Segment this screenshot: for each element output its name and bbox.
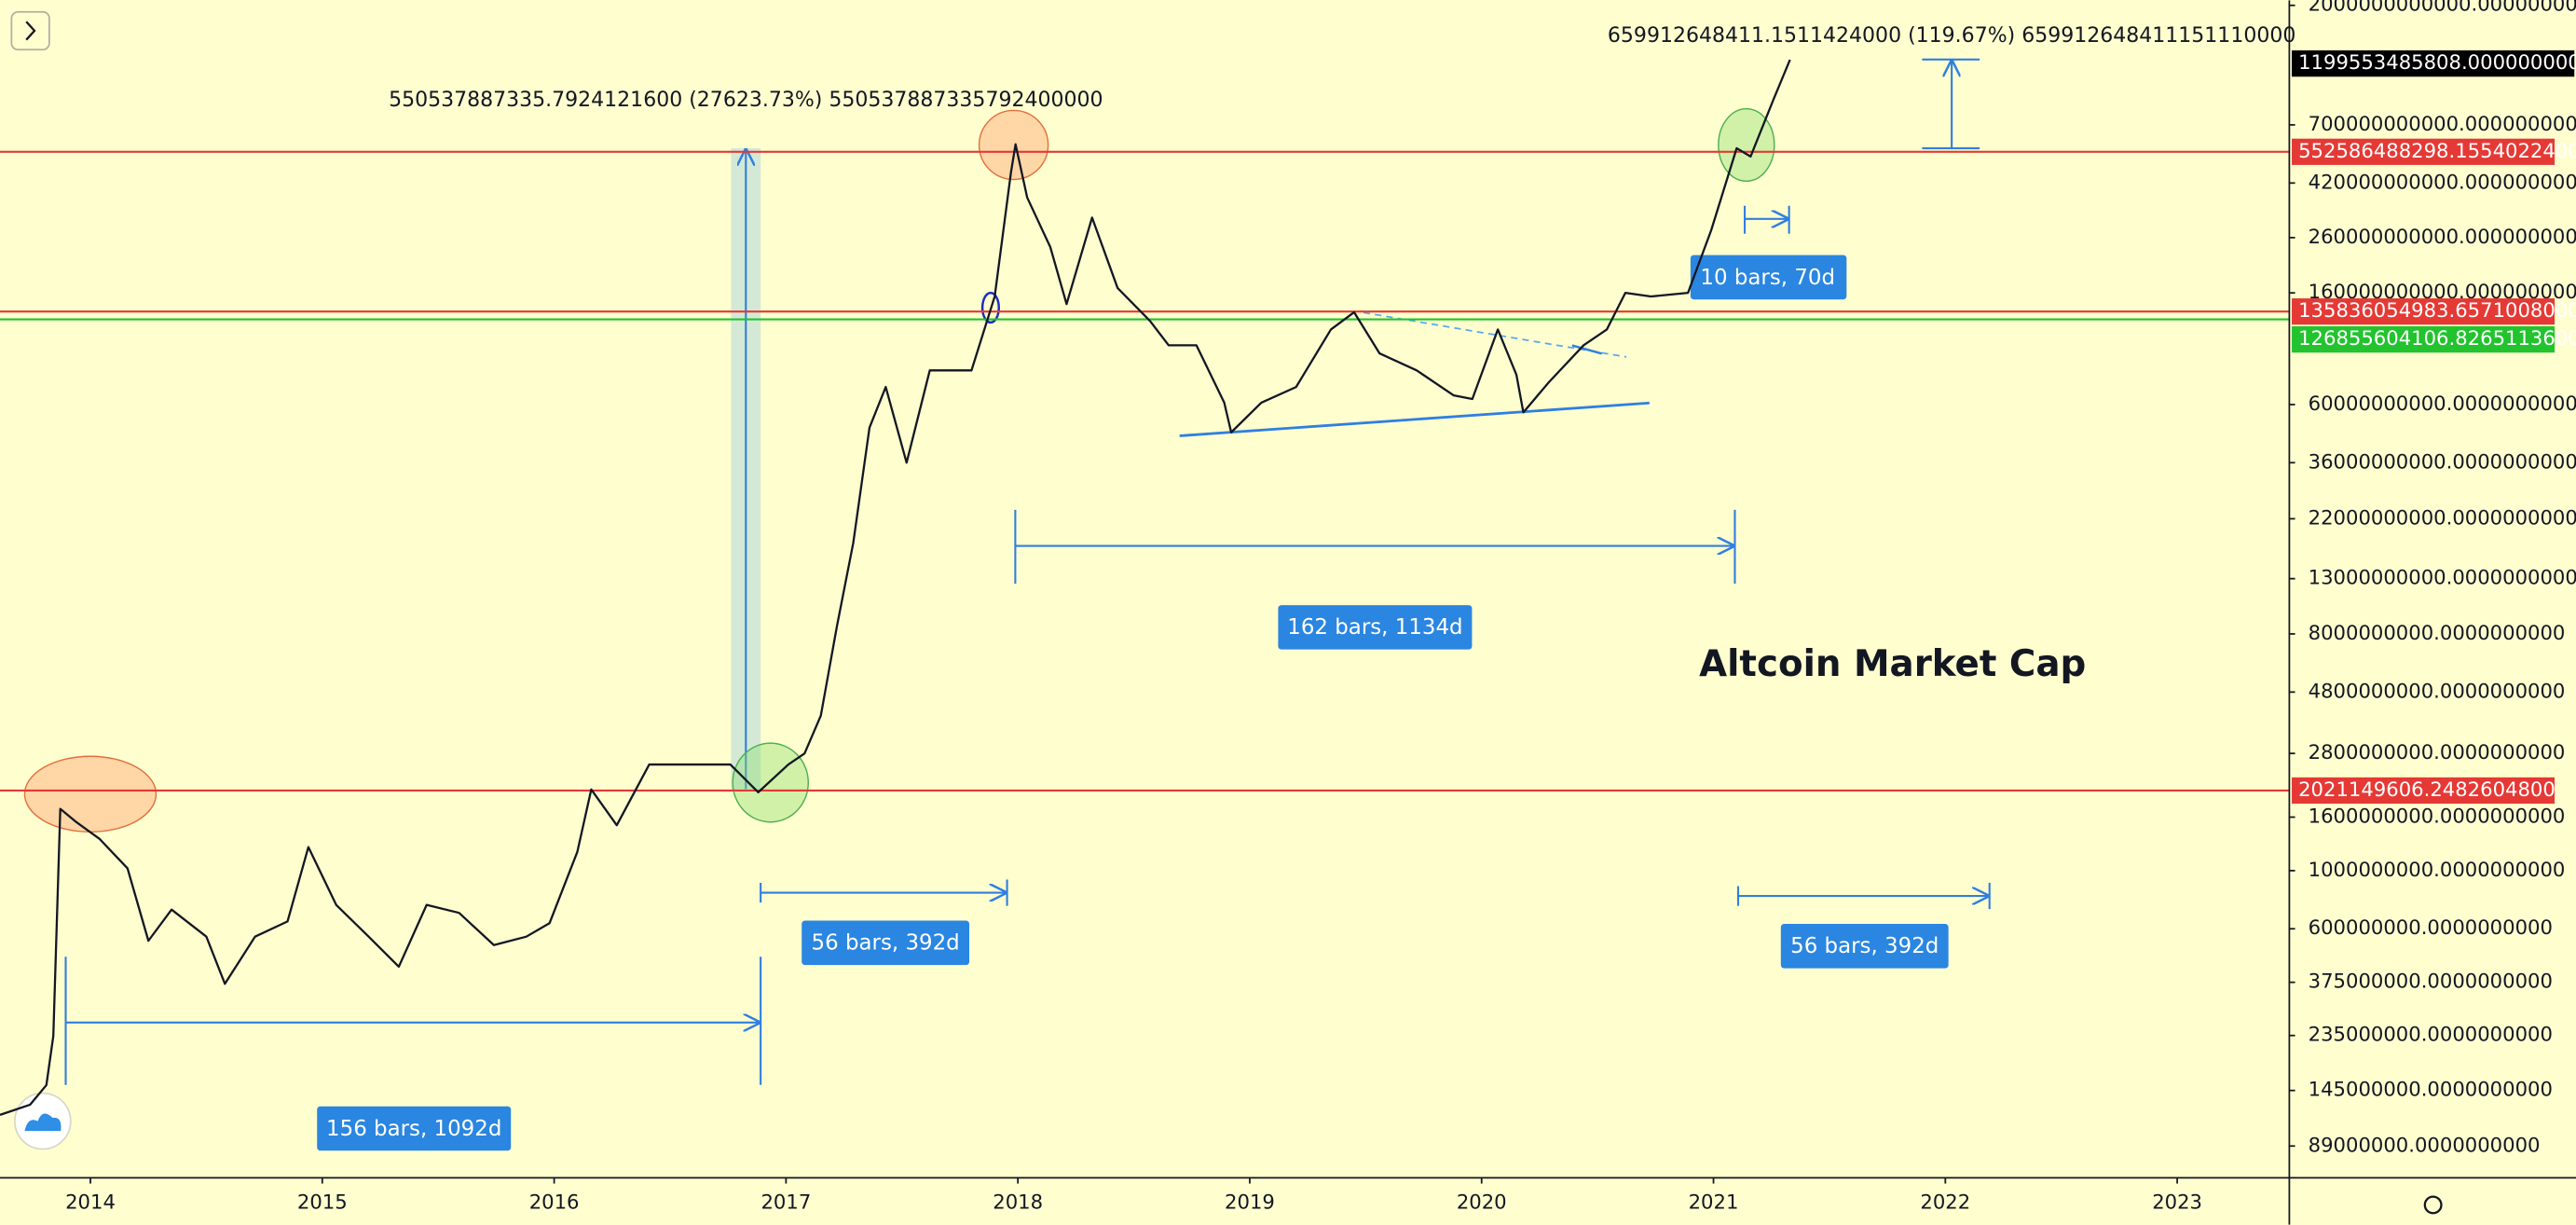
- settings-button[interactable]: [2423, 1195, 2443, 1215]
- date-range-label: 56 bars, 392d: [1790, 934, 1939, 958]
- y-tick-label: 4800000000.0000000000: [2309, 679, 2566, 702]
- x-tick-label: 2019: [1225, 1191, 1275, 1214]
- date-range-label: 56 bars, 392d: [812, 931, 960, 956]
- price-line-series: [0, 59, 1791, 1116]
- date-range-label: 156 bars, 1092d: [326, 1117, 501, 1141]
- x-tick-label: 2021: [1689, 1191, 1739, 1214]
- y-tick-label: 36000000000.0000000000: [2309, 449, 2576, 473]
- y-tick-label: 420000000000.0000000000: [2309, 170, 2576, 193]
- x-tick-label: 2020: [1457, 1191, 1507, 1214]
- small-ellipse: [980, 291, 1000, 324]
- x-tick-label: 2018: [993, 1191, 1043, 1214]
- x-tick-label: 2022: [1920, 1191, 1970, 1214]
- date-range-box: [1278, 605, 1473, 650]
- price-label-box: [2292, 298, 2555, 325]
- annotation-layer: [0, 58, 2289, 1085]
- price-range-label: 550537887335.7924121600 (27623.73%) 5505…: [389, 89, 1103, 112]
- x-tick-label: 2015: [297, 1191, 348, 1214]
- y-tick-label: 375000000.0000000000: [2309, 970, 2553, 993]
- date-range-box: [1690, 255, 1847, 300]
- y-tick-label: 145000000.0000000000: [2309, 1078, 2553, 1101]
- date-range-box: [317, 1106, 512, 1151]
- y-tick-label: 1000000000.0000000000: [2309, 858, 2566, 881]
- highlight-ellipse: [732, 742, 809, 823]
- y-tick-label: 2800000000.0000000000: [2309, 740, 2566, 764]
- trendline: [1571, 344, 1603, 355]
- price-label: 2021149606.2482604800: [2298, 778, 2555, 801]
- date-range-label: 10 bars, 70d: [1700, 266, 1835, 290]
- y-tick-label: 13000000000.0000000000: [2309, 566, 2576, 589]
- x-tick-label: 2017: [760, 1191, 811, 1214]
- collapse-icon: [25, 21, 36, 41]
- last-price-box: [2292, 50, 2575, 77]
- price-range-label: 659912648411.1511424000 (119.67%) 659912…: [1608, 24, 2295, 48]
- y-tick-label: 600000000.0000000000: [2309, 915, 2553, 939]
- x-tick-label: 2023: [2152, 1191, 2202, 1214]
- price-label: 135836054983.6571008000: [2298, 298, 2576, 322]
- highlight-ellipse: [978, 109, 1049, 181]
- price-label-box: [2292, 138, 2555, 165]
- date-range-box: [1780, 924, 1949, 969]
- y-tick-label: 22000000000.0000000000: [2309, 505, 2576, 529]
- price-label-box: [2292, 326, 2555, 353]
- last-price-label: 1199553485808.0000000000: [2298, 50, 2576, 74]
- y-tick-label: 700000000000.0000000000: [2309, 112, 2576, 135]
- highlight-ellipse: [23, 755, 158, 833]
- y-tick-label: 89000000.0000000000: [2309, 1133, 2541, 1156]
- y-tick-label: 235000000.0000000000: [2309, 1023, 2553, 1046]
- price-label: 126855604106.8265113600: [2298, 326, 2576, 350]
- y-tick-label: 260000000000.0000000000: [2309, 225, 2576, 248]
- y-tick-label: 60000000000.0000000000: [2309, 392, 2576, 415]
- price-label-box: [2292, 777, 2555, 805]
- collapse-button[interactable]: [10, 10, 50, 51]
- date-range-box: [802, 920, 970, 966]
- x-tick-label: 2014: [65, 1191, 116, 1214]
- y-tick-label: 2000000000000.0000000000: [2309, 0, 2576, 16]
- price-label: 552586488298.1554022400: [2298, 139, 2576, 162]
- trendline: [1179, 401, 1650, 437]
- logo-icon: [24, 1113, 62, 1132]
- date-range-label: 162 bars, 1134d: [1287, 615, 1462, 640]
- trendline-dashed: [1363, 311, 1627, 358]
- x-tick-label: 2016: [529, 1191, 580, 1214]
- y-tick-label: 1600000000.0000000000: [2309, 804, 2566, 827]
- y-tick-label: 8000000000.0000000000: [2309, 621, 2566, 644]
- chart-title: Altcoin Market Cap: [1699, 643, 2086, 685]
